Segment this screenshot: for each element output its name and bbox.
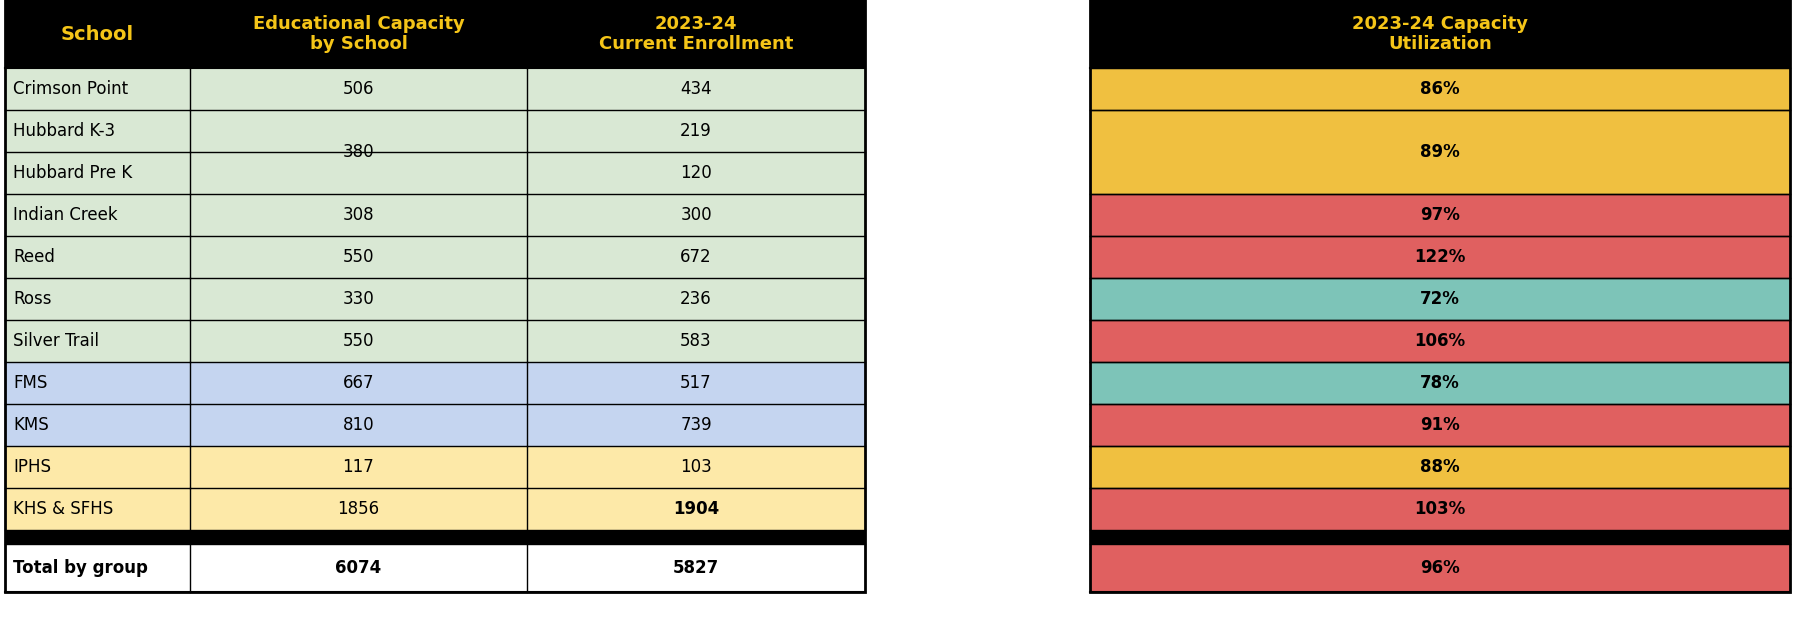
Text: 236: 236	[680, 290, 711, 308]
Text: 434: 434	[680, 80, 711, 98]
Bar	[1091, 488, 1789, 530]
Text: Educational Capacity
by School: Educational Capacity by School	[252, 14, 464, 53]
Bar	[1091, 446, 1789, 488]
Bar	[1091, 404, 1789, 446]
Bar	[1091, 362, 1789, 404]
Bar	[1091, 320, 1789, 362]
Text: Crimson Point: Crimson Point	[13, 80, 128, 98]
Text: Reed: Reed	[13, 248, 54, 266]
Text: 300: 300	[680, 206, 711, 224]
Bar	[5, 404, 866, 446]
Bar	[1091, 278, 1789, 320]
Text: KMS: KMS	[13, 416, 49, 434]
Bar	[5, 544, 866, 592]
Text: 78%: 78%	[1420, 374, 1460, 392]
Text: 219: 219	[680, 122, 711, 140]
Text: IPHS: IPHS	[13, 458, 50, 476]
Text: 120: 120	[680, 164, 711, 182]
Bar	[1091, 236, 1789, 278]
Text: School: School	[61, 25, 133, 43]
Bar	[5, 236, 866, 278]
Text: 2023-24
Current Enrollment: 2023-24 Current Enrollment	[599, 14, 794, 53]
Text: 380: 380	[342, 143, 374, 161]
Text: 6074: 6074	[335, 559, 382, 577]
Bar	[1091, 530, 1789, 544]
Text: 103: 103	[680, 458, 711, 476]
Text: Ross: Ross	[13, 290, 52, 308]
Bar	[5, 278, 866, 320]
Text: Total by group: Total by group	[13, 559, 148, 577]
Bar	[5, 530, 866, 544]
Bar	[5, 446, 866, 488]
Text: 2023-24 Capacity
Utilization: 2023-24 Capacity Utilization	[1352, 14, 1528, 53]
Text: 72%: 72%	[1420, 290, 1460, 308]
Text: 506: 506	[342, 80, 374, 98]
Bar	[1091, 110, 1789, 194]
Text: Indian Creek: Indian Creek	[13, 206, 117, 224]
Text: 583: 583	[680, 332, 711, 350]
Bar	[5, 362, 866, 404]
Bar	[1091, 544, 1789, 592]
Text: Silver Trail: Silver Trail	[13, 332, 99, 350]
Bar	[5, 68, 866, 110]
Text: 517: 517	[680, 374, 711, 392]
Bar	[5, 0, 866, 68]
Text: 88%: 88%	[1420, 458, 1460, 476]
Text: 308: 308	[342, 206, 374, 224]
Text: 89%: 89%	[1420, 143, 1460, 161]
Text: 667: 667	[342, 374, 374, 392]
Bar	[5, 0, 866, 592]
Bar	[1091, 194, 1789, 236]
Text: 330: 330	[342, 290, 374, 308]
Text: 103%: 103%	[1415, 500, 1465, 518]
Bar	[5, 488, 866, 530]
Bar	[1091, 0, 1789, 68]
Text: 739: 739	[680, 416, 711, 434]
Bar	[5, 194, 866, 236]
Text: Hubbard K-3: Hubbard K-3	[13, 122, 115, 140]
Text: 1904: 1904	[673, 500, 720, 518]
Bar	[5, 110, 866, 152]
Bar	[5, 152, 866, 194]
Bar	[1091, 0, 1789, 592]
Text: 117: 117	[342, 458, 374, 476]
Text: 1856: 1856	[337, 500, 380, 518]
Text: Hubbard Pre K: Hubbard Pre K	[13, 164, 131, 182]
Text: 96%: 96%	[1420, 559, 1460, 577]
Bar	[5, 320, 866, 362]
Text: 91%: 91%	[1420, 416, 1460, 434]
Text: 106%: 106%	[1415, 332, 1465, 350]
Text: 672: 672	[680, 248, 711, 266]
Text: 122%: 122%	[1415, 248, 1465, 266]
Text: 550: 550	[342, 248, 374, 266]
Text: 5827: 5827	[673, 559, 720, 577]
Bar	[1091, 68, 1789, 110]
Text: FMS: FMS	[13, 374, 47, 392]
Text: 97%: 97%	[1420, 206, 1460, 224]
Text: 86%: 86%	[1420, 80, 1460, 98]
Text: 550: 550	[342, 332, 374, 350]
Text: KHS & SFHS: KHS & SFHS	[13, 500, 113, 518]
Text: 810: 810	[342, 416, 374, 434]
